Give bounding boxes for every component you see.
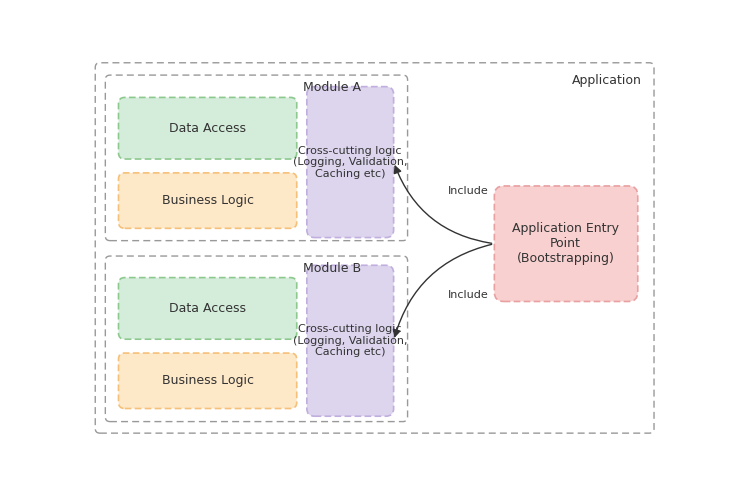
FancyBboxPatch shape xyxy=(105,75,408,241)
FancyBboxPatch shape xyxy=(105,256,408,422)
Text: Data Access: Data Access xyxy=(169,302,246,315)
Text: Module B: Module B xyxy=(303,262,360,275)
Text: Module A: Module A xyxy=(303,81,360,94)
Text: Cross-cutting logic
(Logging, Validation,
Caching etc): Cross-cutting logic (Logging, Validation… xyxy=(293,145,407,179)
FancyBboxPatch shape xyxy=(118,277,297,339)
Text: Include: Include xyxy=(448,186,488,195)
FancyBboxPatch shape xyxy=(118,97,297,159)
FancyBboxPatch shape xyxy=(307,86,393,238)
FancyBboxPatch shape xyxy=(95,63,654,433)
FancyBboxPatch shape xyxy=(118,353,297,409)
Text: Application Entry
Point
(Bootstrapping): Application Entry Point (Bootstrapping) xyxy=(512,222,619,265)
Text: Business Logic: Business Logic xyxy=(162,194,254,207)
Text: Include: Include xyxy=(448,290,488,300)
FancyBboxPatch shape xyxy=(118,173,297,228)
FancyBboxPatch shape xyxy=(307,265,393,416)
Text: Cross-cutting logic
(Logging, Validation,
Caching etc): Cross-cutting logic (Logging, Validation… xyxy=(293,324,407,357)
Text: Data Access: Data Access xyxy=(169,122,246,135)
FancyBboxPatch shape xyxy=(494,186,637,301)
Text: Business Logic: Business Logic xyxy=(162,374,254,387)
Text: Application: Application xyxy=(572,74,642,87)
